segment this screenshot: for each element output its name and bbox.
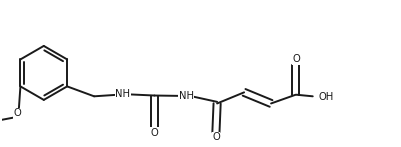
Text: NH: NH xyxy=(179,91,194,101)
Text: O: O xyxy=(212,132,220,142)
Text: O: O xyxy=(150,128,158,138)
Text: NH: NH xyxy=(115,89,130,99)
Text: O: O xyxy=(14,108,22,118)
Text: O: O xyxy=(292,54,300,64)
Text: OH: OH xyxy=(319,92,334,102)
